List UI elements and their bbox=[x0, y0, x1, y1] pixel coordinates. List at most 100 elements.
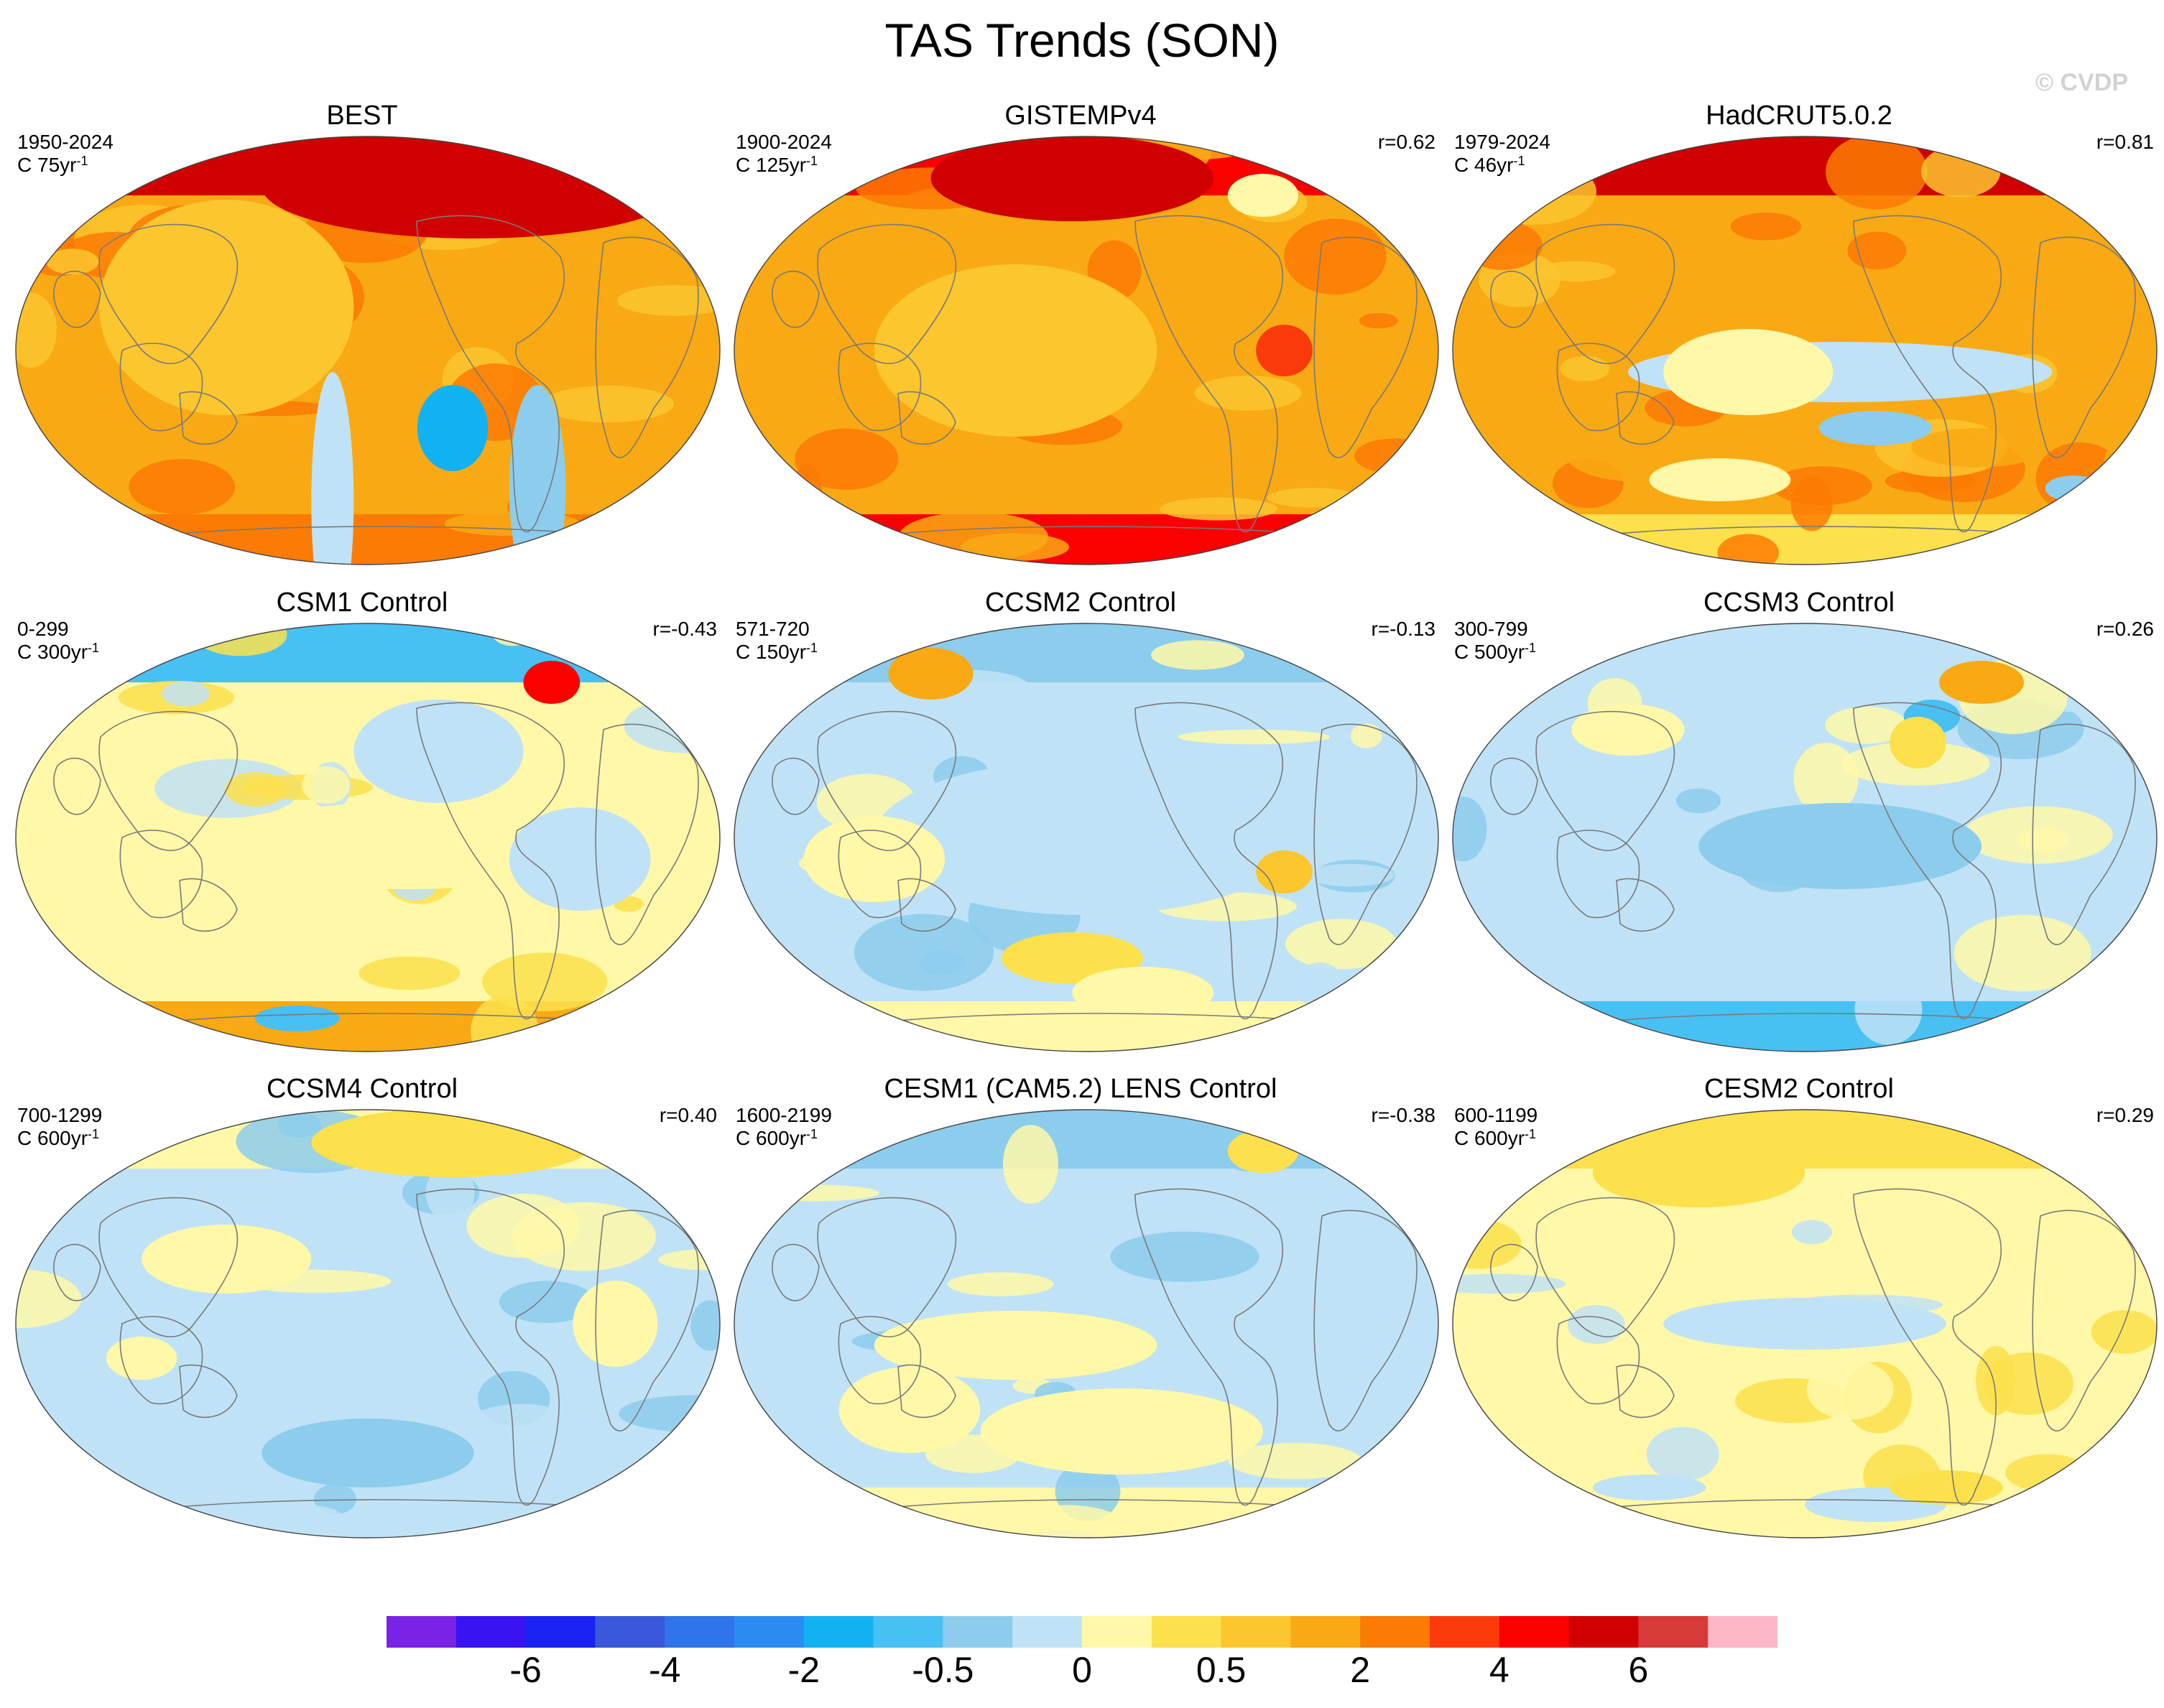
panel-years: 1600-2199 bbox=[736, 1104, 832, 1126]
legend-swatch bbox=[525, 1616, 596, 1648]
legend-swatch bbox=[665, 1616, 735, 1648]
trend-units-text: C 600yr bbox=[736, 1127, 807, 1149]
map-panel: CESM1 (CAM5.2) LENS Control 1600-2199 C 60… bbox=[721, 1074, 1440, 1562]
pattern-correlation: r=0.26 bbox=[2096, 618, 2154, 640]
trend-units-text: C 500yr bbox=[1454, 641, 1525, 663]
panel-title: CCSM4 Control bbox=[266, 1074, 458, 1104]
legend-swatch bbox=[1221, 1616, 1291, 1648]
legend-swatch bbox=[734, 1616, 805, 1648]
panel-trend-units: C 600yr-1 bbox=[1454, 1127, 1536, 1150]
trend-units-exponent: -1 bbox=[1513, 154, 1525, 168]
pattern-correlation: r=-0.43 bbox=[652, 618, 718, 640]
panel-trend-units: C 75yr-1 bbox=[17, 154, 88, 177]
trend-units-exponent: -1 bbox=[1525, 641, 1537, 655]
trend-units-exponent: -1 bbox=[76, 154, 88, 168]
panel-title: GISTEMPv4 bbox=[1004, 101, 1157, 131]
legend-swatch bbox=[1430, 1616, 1500, 1648]
trend-units-exponent: -1 bbox=[806, 154, 818, 168]
legend-swatch bbox=[595, 1616, 665, 1648]
legend-swatch bbox=[943, 1616, 1013, 1648]
panel-title: CESM1 (CAM5.2) LENS Control bbox=[884, 1074, 1277, 1104]
map-panel: GISTEMPv4 1900-2024 C 125yr-1 r=0.62 bbox=[721, 101, 1440, 589]
map-panel: CSM1 Control 0-299 C 300yr-1 r=-0.43 bbox=[3, 588, 721, 1076]
panel-trend-units: C 500yr-1 bbox=[1454, 641, 1536, 664]
trend-units-text: C 75yr bbox=[17, 154, 77, 176]
pattern-correlation: r=-0.13 bbox=[1371, 618, 1436, 640]
panel-title: CCSM2 Control bbox=[984, 588, 1177, 618]
legend-label: -6 bbox=[509, 1650, 542, 1690]
legend-label: 0.5 bbox=[1196, 1650, 1247, 1690]
figure-title: TAS Trends (SON) bbox=[884, 14, 1280, 67]
trend-map bbox=[15, 1109, 721, 1538]
color-legend bbox=[387, 1616, 1777, 1648]
trend-map bbox=[15, 136, 721, 565]
trend-units-exponent: -1 bbox=[1525, 1127, 1537, 1141]
trend-map bbox=[734, 623, 1439, 1052]
trend-map bbox=[15, 623, 721, 1052]
panel-trend-units: C 46yr-1 bbox=[1454, 154, 1525, 177]
trend-units-text: C 150yr bbox=[736, 641, 807, 663]
map-panel: HadCRUT5.0.2 1979-2024 C 46yr-1 r=0.81 bbox=[1440, 101, 2158, 589]
panel-trend-units: C 150yr-1 bbox=[736, 641, 818, 664]
legend-swatch bbox=[803, 1616, 874, 1648]
panel-title: CCSM3 Control bbox=[1703, 588, 1895, 618]
map-panel: CCSM4 Control 700-1299 C 600yr-1 r=0.40 bbox=[3, 1074, 721, 1562]
panel-years: 1900-2024 bbox=[736, 131, 832, 153]
legend-swatch bbox=[1568, 1616, 1639, 1648]
legend-label: -2 bbox=[787, 1650, 820, 1690]
map-panel: BEST 1950-2024 C 75yr-1 bbox=[3, 101, 721, 589]
trend-units-exponent: -1 bbox=[806, 1127, 818, 1141]
legend-label: -4 bbox=[648, 1650, 681, 1690]
panel-title: CSM1 Control bbox=[276, 588, 448, 618]
pattern-correlation: r=-0.38 bbox=[1371, 1104, 1436, 1126]
legend-label: 6 bbox=[1628, 1650, 1649, 1690]
panel-years: 700-1299 bbox=[17, 1104, 103, 1126]
trend-units-exponent: -1 bbox=[806, 641, 818, 655]
trend-map bbox=[734, 136, 1439, 565]
map-panel: CCSM2 Control 571-720 C 150yr-1 r=-0.13 bbox=[721, 588, 1440, 1076]
panel-trend-units: C 125yr-1 bbox=[736, 154, 818, 177]
pattern-correlation: r=0.81 bbox=[2096, 131, 2154, 153]
legend-label: 0 bbox=[1072, 1650, 1092, 1690]
legend-swatch bbox=[1499, 1616, 1570, 1648]
trend-units-text: C 125yr bbox=[736, 154, 807, 176]
trend-map bbox=[1452, 136, 2158, 565]
map-panel: CESM2 Control 600-1199 C 600yr-1 r=0.29 bbox=[1440, 1074, 2158, 1562]
legend-swatch bbox=[1151, 1616, 1222, 1648]
legend-label: 2 bbox=[1350, 1650, 1371, 1690]
trend-map bbox=[1452, 1109, 2158, 1538]
panel-years: 571-720 bbox=[736, 618, 810, 640]
panel-title: BEST bbox=[326, 101, 398, 131]
panel-years: 1950-2024 bbox=[17, 131, 114, 153]
panel-trend-units: C 600yr-1 bbox=[17, 1127, 99, 1150]
legend-swatch bbox=[873, 1616, 943, 1648]
trend-units-text: C 300yr bbox=[17, 641, 88, 663]
panel-years: 600-1199 bbox=[1454, 1104, 1538, 1126]
panel-years: 1979-2024 bbox=[1454, 131, 1550, 153]
panel-title: CESM2 Control bbox=[1704, 1074, 1894, 1104]
trend-map bbox=[1452, 623, 2158, 1052]
legend-swatch bbox=[1638, 1616, 1708, 1648]
pattern-correlation: r=0.62 bbox=[1377, 131, 1435, 153]
trend-map bbox=[734, 1109, 1439, 1538]
legend-swatch bbox=[1708, 1616, 1777, 1648]
legend-swatch bbox=[1082, 1616, 1152, 1648]
trend-units-text: C 46yr bbox=[1454, 154, 1514, 176]
watermark: © CVDP bbox=[2035, 69, 2128, 96]
legend-label: -0.5 bbox=[912, 1650, 974, 1690]
panel-trend-units: C 300yr-1 bbox=[17, 641, 99, 664]
panel-years: 300-799 bbox=[1454, 618, 1528, 640]
legend-swatch bbox=[456, 1616, 527, 1648]
pattern-correlation: r=0.40 bbox=[659, 1104, 717, 1126]
trend-units-text: C 600yr bbox=[17, 1127, 88, 1149]
legend-swatch bbox=[1012, 1616, 1083, 1648]
trend-units-exponent: -1 bbox=[88, 641, 100, 655]
panel-trend-units: C 600yr-1 bbox=[736, 1127, 818, 1150]
legend-swatch bbox=[1360, 1616, 1430, 1648]
panel-title: HadCRUT5.0.2 bbox=[1706, 101, 1892, 131]
trend-units-exponent: -1 bbox=[88, 1127, 100, 1141]
pattern-correlation: r=0.29 bbox=[2096, 1104, 2154, 1126]
legend-swatch bbox=[1290, 1616, 1361, 1648]
trend-units-text: C 600yr bbox=[1454, 1127, 1525, 1149]
legend-swatch bbox=[387, 1616, 457, 1648]
